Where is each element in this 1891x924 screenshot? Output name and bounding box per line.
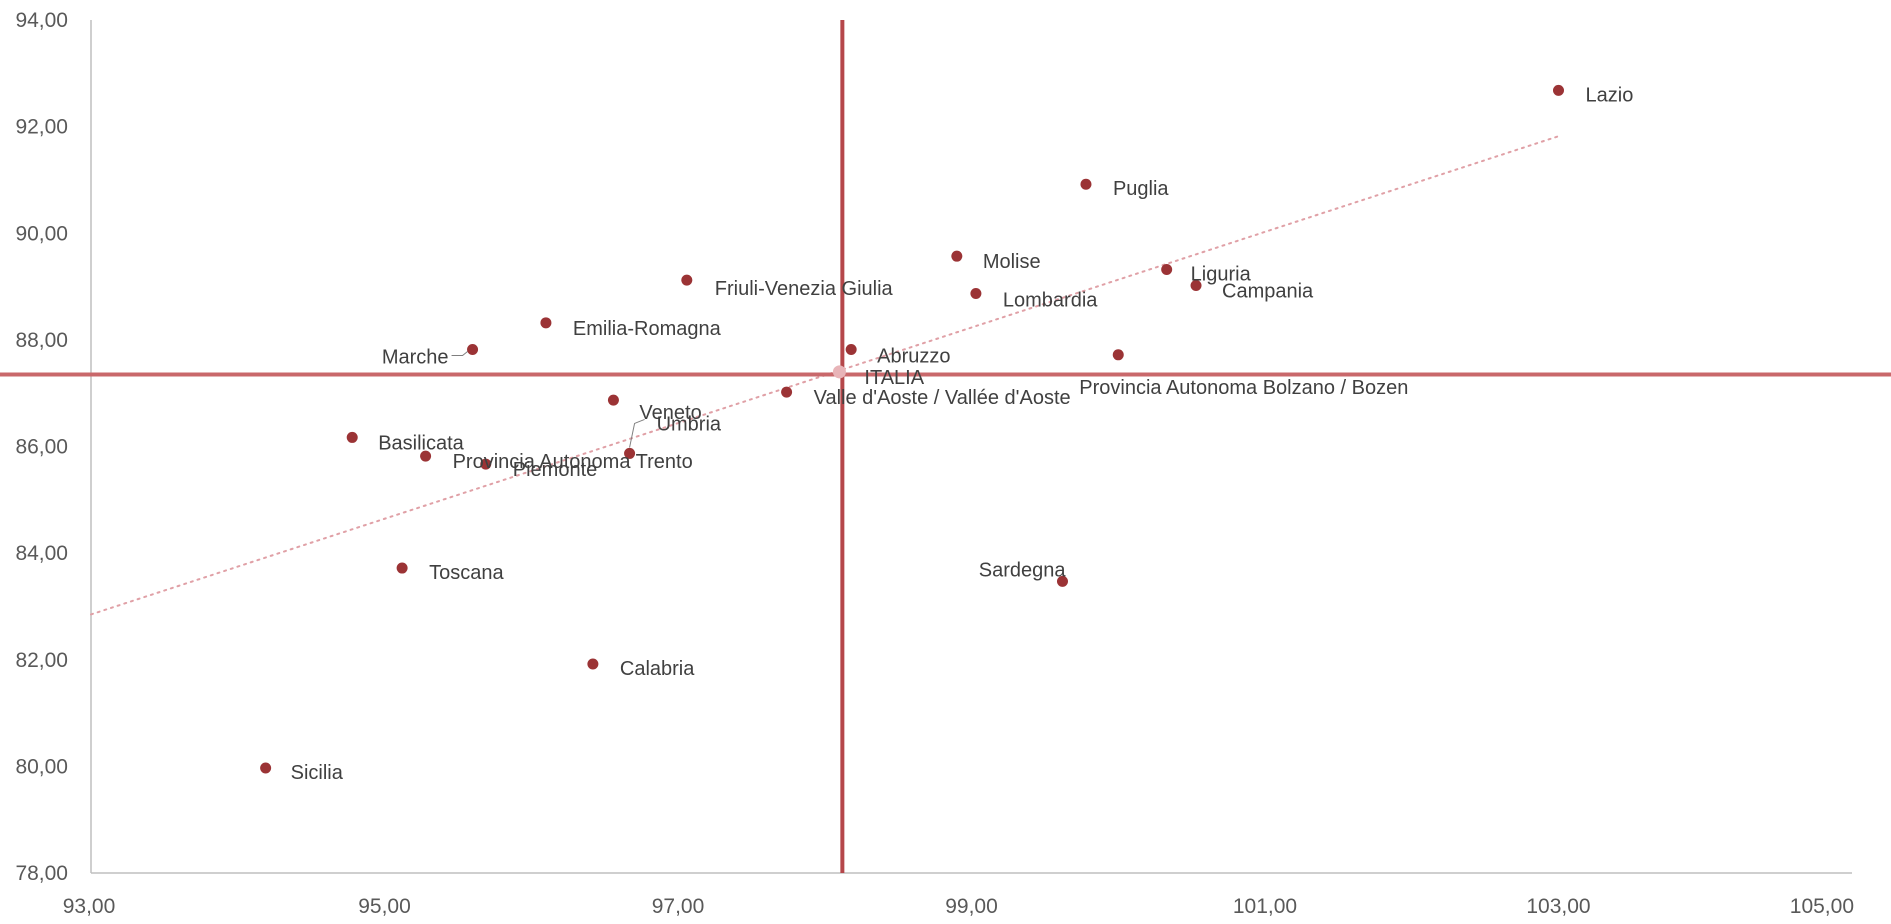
axes <box>90 20 1852 874</box>
data-point <box>781 386 793 398</box>
data-point <box>832 365 846 379</box>
data-point <box>845 343 857 355</box>
point-label: Liguria <box>1191 264 1252 286</box>
point-label: Toscana <box>429 562 504 584</box>
data-point <box>540 317 552 329</box>
point-label: Provincia Autonoma Trento <box>453 451 693 473</box>
point-label: Lombardia <box>1003 289 1098 311</box>
data-point <box>480 458 492 470</box>
y-tick-label: 80,00 <box>15 755 68 778</box>
point-label: Puglia <box>1113 178 1169 200</box>
data-point <box>970 287 982 299</box>
data-point <box>607 394 619 406</box>
data-point <box>396 562 408 574</box>
point-label: Provincia Autonoma Bolzano / Bozen <box>1079 377 1408 399</box>
data-point <box>1190 279 1202 291</box>
y-tick-label: 94,00 <box>15 9 68 32</box>
point-label: Emilia-Romagna <box>573 318 722 340</box>
point-label: Valle d'Aoste / Vallée d'Aoste <box>814 387 1071 409</box>
point-label: ITALIA <box>864 367 924 389</box>
data-point <box>587 658 599 670</box>
y-tick-label: 84,00 <box>15 542 68 565</box>
x-tick-label: 93,00 <box>63 895 116 918</box>
data-point <box>467 343 479 355</box>
point-label: Campania <box>1222 280 1314 302</box>
x-tick-label: 103,00 <box>1526 895 1590 918</box>
data-point <box>681 274 693 286</box>
data-point <box>1161 264 1173 276</box>
x-tick-label: 99,00 <box>945 895 998 918</box>
x-tick-label: 105,00 <box>1790 895 1854 918</box>
data-point <box>420 450 432 462</box>
point-label: Sardegna <box>979 559 1067 581</box>
data-point <box>260 762 272 774</box>
point-label: Piemonte <box>513 459 598 481</box>
y-tick-label: 78,00 <box>15 862 68 885</box>
point-label: Abruzzo <box>877 345 950 367</box>
data-point <box>624 447 636 459</box>
x-tick-label: 101,00 <box>1233 895 1297 918</box>
y-tick-label: 90,00 <box>15 222 68 245</box>
y-tick-label: 82,00 <box>15 649 68 672</box>
point-label: Sicilia <box>291 762 344 784</box>
point-label: Friuli-Venezia Giulia <box>715 278 894 300</box>
x-tick-label: 97,00 <box>652 895 705 918</box>
reference-lines <box>0 20 1891 873</box>
leader-line <box>629 418 645 448</box>
data-point <box>951 250 963 262</box>
y-tick-label: 92,00 <box>15 116 68 139</box>
point-label: Marche <box>382 346 449 368</box>
point-label: Umbria <box>657 413 722 435</box>
data-point <box>1056 575 1068 587</box>
x-tick-label: 95,00 <box>358 895 411 918</box>
data-point <box>1112 349 1124 361</box>
data-points <box>260 84 1564 774</box>
tick-labels: 94,00 92,00 90,00 88,00 86,00 84,00 82,00 80,00… <box>15 9 1854 918</box>
point-label: Molise <box>983 251 1041 273</box>
leader-lines <box>451 351 645 448</box>
data-point <box>346 431 358 443</box>
y-tick-label: 86,00 <box>15 436 68 459</box>
point-label: Lazio <box>1586 84 1634 106</box>
point-label: Veneto <box>639 402 701 424</box>
y-tick-label: 88,00 <box>15 329 68 352</box>
point-label: Basilicata <box>378 432 464 454</box>
data-point <box>1080 178 1092 190</box>
data-point <box>1553 84 1564 96</box>
leader-line <box>451 351 468 356</box>
point-label: Calabria <box>620 658 695 680</box>
